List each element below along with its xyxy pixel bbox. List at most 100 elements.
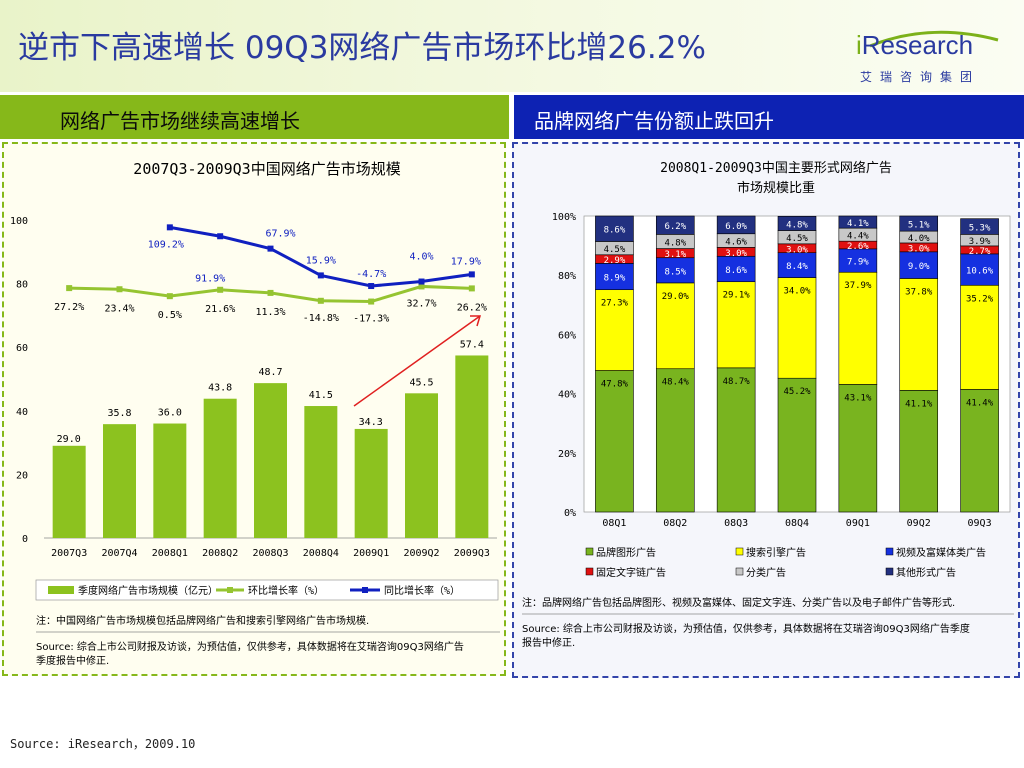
share-value-label: 5.1%: [908, 221, 930, 231]
market-size-bar: [455, 355, 489, 538]
x-tick-label: 2007Q3: [51, 548, 87, 559]
share-value-label: 27.3%: [601, 299, 629, 309]
footer-source: Source: iResearch，2009.10: [10, 737, 196, 751]
x-tick-label: 2009Q3: [454, 548, 490, 559]
x-tick-label: 08Q1: [602, 518, 626, 529]
bar-value-label: 45.5: [409, 377, 433, 388]
yoy-growth-point: [317, 272, 324, 279]
yoy-growth-point: [368, 283, 375, 290]
yoy-growth-point: [418, 278, 425, 285]
bar-value-label: 36.0: [158, 408, 182, 419]
share-value-label: 4.5%: [604, 245, 626, 255]
qoq-growth-point: [66, 285, 73, 292]
y-tick-label: 100%: [552, 212, 576, 223]
bar-value-label: 57.4: [460, 339, 484, 350]
y-tick-label: 60%: [558, 330, 576, 341]
x-tick-label: 09Q1: [846, 518, 870, 529]
qoq-growth-label: 32.7%: [406, 298, 436, 309]
qoq-growth-label: -14.8%: [303, 313, 339, 324]
share-segment: [899, 215, 939, 232]
x-tick-label: 08Q2: [663, 518, 687, 529]
share-segment: [716, 255, 756, 283]
iresearch-logo: iResearch 艾瑞咨询集团: [856, 26, 999, 88]
chart1-note: 注：中国网络广告市场规模包括品牌网络广告和搜索引擎网络广告市场规模.: [36, 614, 369, 627]
x-tick-label: 08Q4: [785, 518, 809, 529]
left-banner-text: 网络广告市场继续高速增长: [60, 109, 300, 133]
bar-value-label: 48.7: [258, 367, 282, 378]
share-value-label: 8.6%: [725, 266, 747, 276]
ad-format-share-chart: 2008Q1-2009Q3中国主要形式网络广告 市场规模比重 0% 20% 40% 6…: [522, 160, 1014, 649]
y-tick-label: 40: [16, 407, 28, 418]
share-value-label: 48.7%: [723, 377, 751, 387]
chart2-source-line2: 报告中修正.: [522, 636, 575, 649]
legend-label: 分类广告: [746, 566, 786, 579]
x-tick-label: 2007Q4: [101, 548, 137, 559]
chart1-title: 2007Q3-2009Q3中国网络广告市场规模: [133, 160, 400, 178]
share-value-label: 34.0%: [783, 287, 811, 297]
legend-swatch: [735, 567, 744, 576]
share-value-label: 41.1%: [905, 399, 933, 409]
legend-swatch: [735, 547, 744, 556]
share-value-label: 47.8%: [601, 380, 629, 390]
yoy-growth-label: 4.0%: [409, 252, 433, 263]
trend-arrow-head-icon: [470, 315, 482, 327]
share-value-label: 29.1%: [723, 291, 751, 301]
x-tick-label: 2008Q4: [303, 548, 339, 559]
share-value-label: 9.0%: [908, 262, 930, 272]
y-tick-label: 20: [16, 470, 28, 481]
y-tick-label: 0: [22, 534, 28, 545]
share-value-label: 3.0%: [725, 249, 747, 259]
bar-value-label: 35.8: [107, 408, 131, 419]
share-value-label: 8.4%: [786, 262, 808, 272]
qoq-growth-label: -17.3%: [353, 314, 389, 325]
chart2-note: 注：品牌网络广告包括品牌图形、视频及富媒体、固定文字连、分类广告以及电子邮件广告…: [522, 596, 955, 609]
share-segment: [595, 263, 634, 291]
x-tick-label: 09Q2: [907, 518, 931, 529]
chart1-source-line1: Source: 综合上市公司财报及访谈，为预估值，仅供参考，具体数据将在艾瑞咨询…: [36, 640, 464, 653]
share-value-label: 41.4%: [966, 398, 994, 408]
share-value-label: 8.9%: [604, 274, 626, 284]
legend-swatch: [585, 567, 594, 576]
share-segment: [655, 368, 695, 513]
chart1-source-line2: 季度报告中修正.: [36, 654, 109, 667]
legend-label: 视频及富媒体类广告: [896, 546, 986, 559]
bar-value-label: 29.0: [57, 434, 81, 445]
qoq-growth-label: 26.2%: [457, 302, 487, 313]
share-segment: [655, 257, 695, 284]
share-segment: [777, 252, 817, 278]
yoy-growth-point: [267, 245, 274, 252]
market-size-bar: [203, 398, 237, 538]
legend-label: 搜索引擎广告: [746, 546, 806, 559]
legend-label: 其他形式广告: [896, 566, 956, 579]
qoq-growth-point: [368, 298, 375, 305]
share-segment: [716, 281, 756, 369]
share-value-label: 29.0%: [662, 292, 690, 302]
legend-swatch: [885, 567, 894, 576]
logo-subtitle: 艾瑞咨询集团: [860, 70, 981, 84]
share-value-label: 48.4%: [662, 378, 690, 388]
qoq-growth-label: 11.3%: [255, 307, 285, 318]
share-value-label: 6.2%: [664, 222, 686, 232]
chart2-title-line1: 2008Q1-2009Q3中国主要形式网络广告: [660, 160, 892, 176]
share-value-label: 2.7%: [969, 247, 991, 257]
ad-format-share-panel: 2008Q1-2009Q3中国主要形式网络广告 市场规模比重 0% 20% 40% 6…: [512, 142, 1020, 678]
chart2-title-line2: 市场规模比重: [737, 180, 815, 196]
share-value-label: 8.6%: [604, 226, 626, 236]
share-value-label: 4.4%: [847, 232, 869, 242]
share-segment: [960, 389, 999, 513]
share-value-label: 4.5%: [786, 234, 808, 244]
share-value-label: 3.9%: [969, 237, 991, 247]
y-tick-label: 100: [10, 216, 28, 227]
share-value-label: 3.0%: [786, 245, 808, 255]
legend-swatch-marker: [362, 587, 368, 593]
share-segment: [655, 215, 695, 235]
share-value-label: 4.0%: [908, 234, 930, 244]
qoq-growth-label: 0.5%: [158, 310, 182, 321]
y-tick-label: 20%: [558, 449, 576, 460]
right-section-banner: 品牌网络广告份额止跌回升: [514, 95, 1024, 139]
market-size-panel: 2007Q3-2009Q3中国网络广告市场规模 0 20 40 60 80 100 2007…: [2, 142, 506, 676]
share-segment: [838, 215, 878, 229]
legend-label: 季度网络广告市场规模（亿元）: [78, 584, 218, 597]
share-segment: [899, 390, 939, 513]
yoy-growth-point: [468, 271, 475, 278]
